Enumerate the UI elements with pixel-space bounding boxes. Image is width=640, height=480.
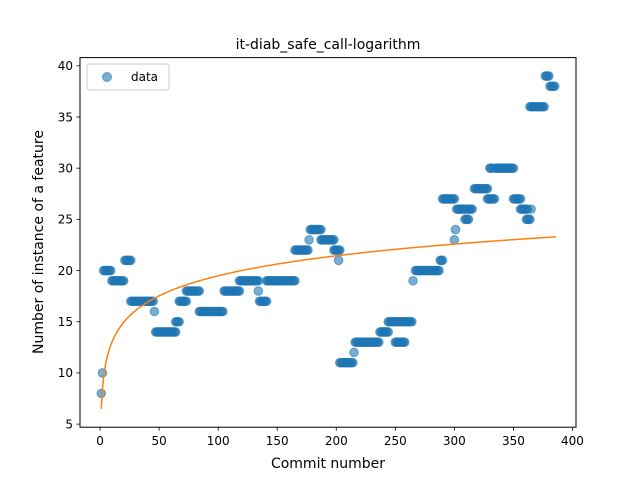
data-point	[489, 194, 500, 204]
y-tick-label: 5	[65, 417, 73, 431]
data-point	[515, 194, 526, 204]
x-tick-label: 100	[207, 434, 230, 448]
y-tick-label: 25	[58, 213, 73, 227]
data-point	[467, 204, 477, 214]
x-axis-label: Commit number	[271, 456, 385, 472]
data-point	[399, 337, 410, 348]
data-point	[329, 235, 339, 245]
y-tick-label: 10	[58, 366, 73, 380]
data-point	[174, 316, 184, 327]
y-tick-label: 20	[58, 264, 73, 278]
data-point	[508, 163, 519, 173]
data-point	[290, 275, 300, 286]
y-tick-label: 30	[58, 161, 73, 175]
data-point	[450, 224, 461, 235]
data-point	[449, 194, 460, 204]
plot-area	[96, 71, 560, 409]
x-tick-label: 250	[384, 434, 407, 448]
data-point	[482, 183, 493, 194]
x-tick-label: 0	[96, 434, 104, 448]
data-point	[408, 275, 418, 286]
data-point	[373, 337, 384, 348]
data-point	[149, 306, 160, 317]
chart-title: it-diab_safe_call-logarithm	[236, 37, 421, 53]
data-point	[349, 347, 359, 358]
data-point	[549, 81, 560, 92]
axis-ticks: 0 50 100 150 200 250 300 350 400 5 10 15 20 25 30 35 40	[58, 59, 584, 448]
legend: data	[86, 63, 170, 91]
data-point	[437, 255, 448, 266]
data-point	[170, 327, 181, 337]
y-tick-label: 35	[58, 110, 73, 124]
data-point	[253, 286, 264, 296]
data-point	[303, 245, 313, 255]
data-point	[383, 327, 394, 337]
data-point	[234, 286, 245, 296]
data-point	[194, 286, 205, 296]
data-point	[525, 214, 535, 225]
data-point	[304, 235, 314, 245]
data-point	[526, 204, 536, 214]
data-point	[105, 265, 116, 276]
data-point	[261, 296, 272, 307]
legend-marker	[102, 72, 112, 82]
data-point	[348, 357, 358, 368]
data-point	[434, 265, 444, 276]
x-tick-label: 150	[266, 434, 289, 448]
axes-frame	[79, 57, 577, 428]
data-point	[97, 368, 108, 378]
data-point	[253, 275, 264, 286]
data-point	[335, 245, 345, 255]
x-tick-label: 350	[502, 434, 525, 448]
y-tick-label: 15	[58, 315, 73, 329]
data-point	[316, 224, 326, 235]
data-point	[181, 296, 192, 307]
data-point	[544, 71, 554, 81]
x-tick-label: 200	[325, 434, 348, 448]
x-tick-label: 400	[561, 434, 584, 448]
data-point	[539, 101, 549, 112]
x-tick-label: 300	[443, 434, 466, 448]
legend-label: data	[131, 70, 158, 84]
data-point	[125, 255, 136, 266]
data-point	[463, 214, 474, 225]
data-point	[218, 306, 228, 317]
x-tick-label: 50	[151, 434, 166, 448]
y-tick-label: 40	[58, 59, 73, 73]
data-point	[333, 255, 344, 266]
data-point	[118, 275, 129, 286]
data-point	[449, 235, 460, 245]
fit-line	[100, 236, 556, 409]
data-point	[407, 316, 417, 327]
y-axis-label: Number of instance of a feature	[31, 130, 47, 354]
legend-box	[86, 63, 170, 91]
